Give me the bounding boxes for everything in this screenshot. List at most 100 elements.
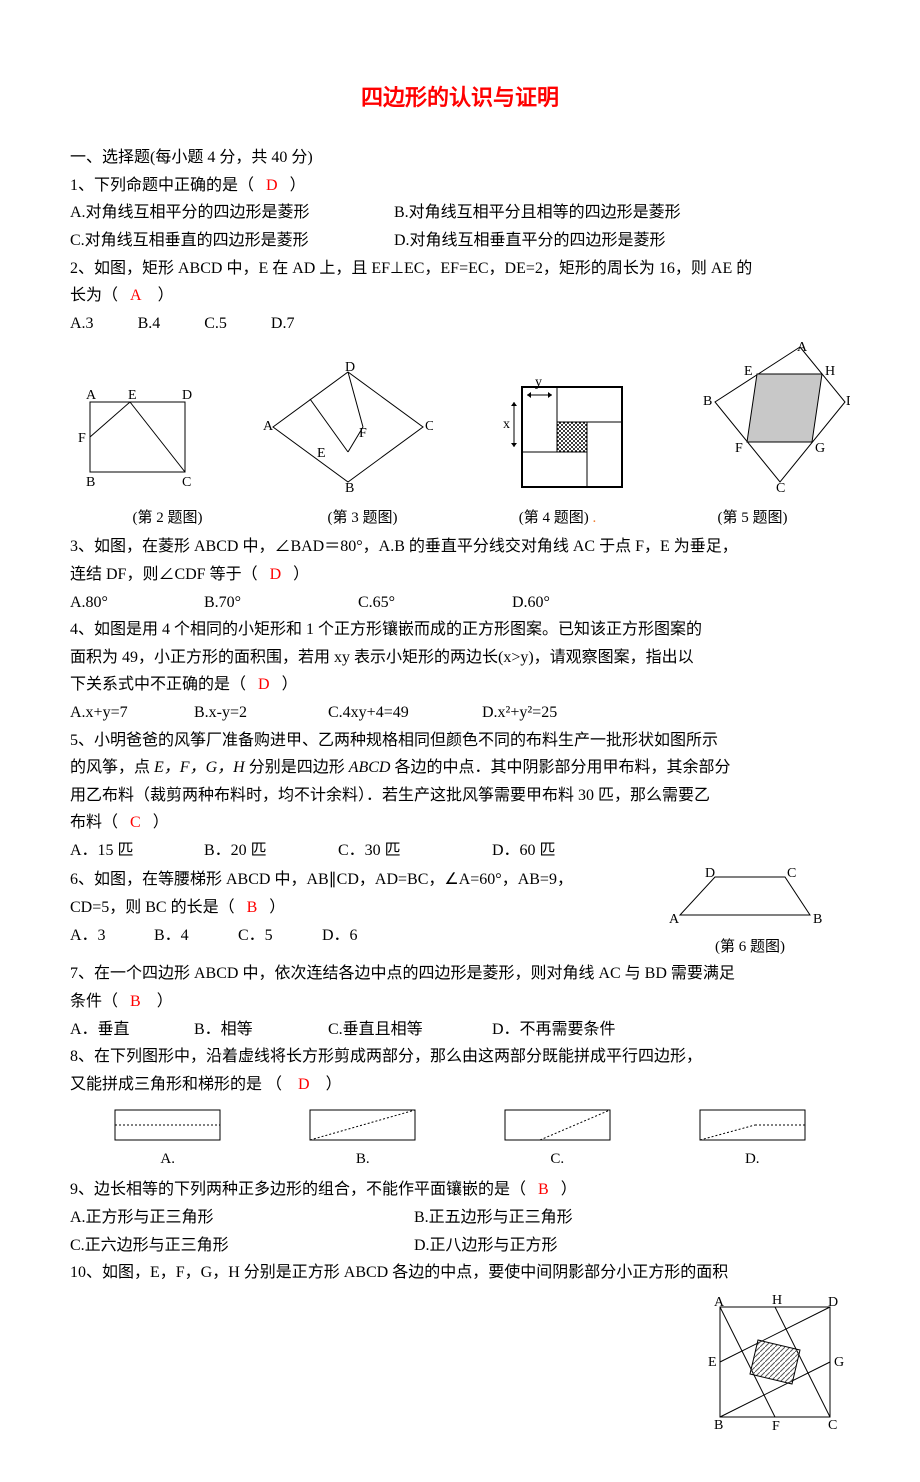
q5-l2c: 各边的中点．其中阴影部分用甲布料，其余部分 bbox=[390, 759, 730, 776]
q4-line3: 下关系式中不正确的是（ D ） bbox=[70, 672, 850, 698]
fig6: AB CD (第 6 题图) bbox=[650, 865, 850, 959]
svg-text:C: C bbox=[425, 419, 433, 434]
q2-answer: A bbox=[130, 287, 142, 304]
q6-B: B．4 bbox=[154, 923, 234, 949]
svg-text:B: B bbox=[345, 481, 354, 492]
svg-text:H: H bbox=[825, 364, 835, 379]
q1-optsCD: C.对角线互相垂直的四边形是菱形 D.对角线互相垂直平分的四边形是菱形 bbox=[70, 228, 850, 254]
svg-text:y: y bbox=[535, 375, 542, 390]
q3-B: B.70° bbox=[204, 590, 354, 616]
q3-line1: 3、如图，在菱形 ABCD 中，∠BAD＝80°，A.B 的垂直平分线交对角线 … bbox=[70, 534, 850, 560]
q5-i1: E，F，G，H bbox=[154, 759, 245, 776]
q1-A: A.对角线互相平分的四边形是菱形 bbox=[70, 200, 390, 226]
fig10: AHD EG BFC bbox=[700, 1292, 850, 1432]
q7-D: D．不再需要条件 bbox=[492, 1021, 616, 1038]
q7-line2: 条件（ B ） bbox=[70, 989, 850, 1015]
q2-C: C.5 bbox=[204, 315, 227, 332]
q6-answer: B bbox=[247, 899, 258, 916]
q6-line2: CD=5，则 BC 的长是（ B ） bbox=[70, 895, 650, 921]
q5-A: A．15 匹 bbox=[70, 838, 200, 864]
q3-A: A.80° bbox=[70, 590, 200, 616]
fig-captions: (第 2 题图) (第 3 题图) (第 4 题图) . (第 5 题图) bbox=[70, 506, 850, 530]
svg-text:A: A bbox=[263, 419, 274, 434]
q5-line4: 布料（ C ） bbox=[70, 810, 850, 836]
q4-line1: 4、如图是用 4 个相同的小矩形和 1 个正方形镶嵌而成的正方形图案。已知该正方… bbox=[70, 617, 850, 643]
q8-l2a: 又能拼成三角形和梯形的是 （ bbox=[70, 1076, 282, 1093]
q8-labels: A. B. C. D. bbox=[70, 1147, 850, 1171]
fig4: y x bbox=[497, 372, 637, 500]
q4-l3a: 下关系式中不正确的是（ bbox=[70, 676, 246, 693]
q6-line1: 6、如图，在等腰梯形 ABCD 中，AB∥CD，AD=BC，∠A=60°，AB=… bbox=[70, 867, 650, 893]
q1-stem: 1、下列命题中正确的是（ D ） bbox=[70, 173, 850, 199]
cap3: (第 3 题图) bbox=[265, 506, 460, 530]
figure-row: AED F BC D AC B E F bbox=[70, 342, 850, 500]
q9-text: 9、边长相等的下列两种正多边形的组合，不能作平面镶嵌的是（ bbox=[70, 1181, 526, 1198]
q2-line2: 长为（ A ） bbox=[70, 283, 850, 309]
fig2: AED F BC bbox=[70, 382, 200, 500]
q6-l2a: CD=5，则 BC 的长是（ bbox=[70, 899, 235, 916]
q8-figB bbox=[305, 1105, 420, 1145]
q8-figA bbox=[110, 1105, 225, 1145]
fig10-wrap: AHD EG BFC bbox=[70, 1292, 850, 1432]
svg-text:B: B bbox=[714, 1418, 723, 1432]
q2-l2b: ） bbox=[158, 287, 174, 304]
fig3: D AC B E F bbox=[263, 362, 433, 500]
q8-line2: 又能拼成三角形和梯形的是 （ D ） bbox=[70, 1072, 850, 1098]
q1-B: B.对角线互相平分且相等的四边形是菱形 bbox=[394, 204, 681, 221]
q7-line1: 7、在一个四边形 ABCD 中，依次连结各边中点的四边形是菱形，则对角线 AC … bbox=[70, 961, 850, 987]
svg-text:A: A bbox=[797, 342, 808, 355]
fig5: A EH BD FG C bbox=[700, 342, 850, 500]
svg-text:A: A bbox=[669, 912, 680, 927]
svg-text:B: B bbox=[703, 394, 712, 409]
q8-line1: 8、在下列图形中，沿着虚线将长方形剪成两部分，那么由这两部分既能拼成平行四边形， bbox=[70, 1044, 850, 1070]
q5-answer: C bbox=[130, 814, 141, 831]
q5-C: C．30 匹 bbox=[338, 838, 488, 864]
q1-C: C.对角线互相垂直的四边形是菱形 bbox=[70, 228, 390, 254]
svg-text:C: C bbox=[776, 481, 785, 492]
q8-figs bbox=[70, 1105, 850, 1145]
q5-line1: 5、小明爸爸的风筝厂准备购进甲、乙两种规格相同但颜色不同的布料生产一批形状如图所… bbox=[70, 728, 850, 754]
q7-l2b: ） bbox=[157, 993, 173, 1010]
cap5: (第 5 题图) bbox=[655, 506, 850, 530]
q3-l2b: ） bbox=[293, 566, 309, 583]
q7-l2a: 条件（ bbox=[70, 993, 118, 1010]
svg-text:H: H bbox=[772, 1293, 782, 1308]
q7-opts: A．垂直 B．相等 C.垂直且相等 D．不再需要条件 bbox=[70, 1017, 850, 1043]
q9-C: C.正六边形与正三角形 bbox=[70, 1233, 410, 1259]
q9-optsCD: C.正六边形与正三角形 D.正八边形与正方形 bbox=[70, 1233, 850, 1259]
q4-opts: A.x+y=7 B.x-y=2 C.4xy+4=49 D.x²+y²=25 bbox=[70, 700, 850, 726]
page-title: 四边形的认识与证明 bbox=[70, 80, 850, 115]
q6-l2b: ） bbox=[269, 899, 285, 916]
q5-l2b: 分别是四边形 bbox=[245, 759, 349, 776]
svg-text:E: E bbox=[708, 1355, 717, 1370]
svg-text:G: G bbox=[815, 441, 825, 456]
q5-l4a: 布料（ bbox=[70, 814, 118, 831]
q2-B: B.4 bbox=[138, 315, 161, 332]
q9-paren: ） bbox=[561, 1181, 577, 1198]
svg-text:E: E bbox=[128, 388, 137, 403]
q4-line2: 面积为 49，小正方形的面积围，若用 xy 表示小矩形的两边长(x>y)，请观察… bbox=[70, 645, 850, 671]
q7-answer: B bbox=[130, 993, 141, 1010]
svg-text:E: E bbox=[744, 364, 753, 379]
q5-opts: A．15 匹 B．20 匹 C．30 匹 D．60 匹 bbox=[70, 838, 850, 864]
svg-text:D: D bbox=[705, 866, 715, 881]
q2-line1: 2、如图，矩形 ABCD 中，E 在 AD 上，且 EF⊥EC，EF=EC，DE… bbox=[70, 256, 850, 282]
q7-A: A．垂直 bbox=[70, 1017, 190, 1043]
q7-B: B．相等 bbox=[194, 1017, 324, 1043]
svg-text:F: F bbox=[359, 426, 367, 441]
q6-A: A．3 bbox=[70, 923, 150, 949]
q9-stem: 9、边长相等的下列两种正多边形的组合，不能作平面镶嵌的是（ B ） bbox=[70, 1177, 850, 1203]
q8-lD: D. bbox=[745, 1147, 760, 1171]
q3-opts: A.80° B.70° C.65° D.60° bbox=[70, 590, 850, 616]
svg-text:B: B bbox=[813, 912, 822, 927]
section-header: 一、选择题(每小题 4 分，共 40 分) bbox=[70, 145, 850, 171]
svg-text:F: F bbox=[772, 1419, 780, 1432]
q6-block: 6、如图，在等腰梯形 ABCD 中，AB∥CD，AD=BC，∠A=60°，AB=… bbox=[70, 865, 850, 959]
q1-answer: D bbox=[266, 177, 278, 194]
q1-optsAB: A.对角线互相平分的四边形是菱形 B.对角线互相平分且相等的四边形是菱形 bbox=[70, 200, 850, 226]
q1-D: D.对角线互相垂直平分的四边形是菱形 bbox=[394, 232, 666, 249]
svg-text:G: G bbox=[834, 1355, 844, 1370]
q5-line3: 用乙布料（裁剪两种布料时，均不计余料）．若生产这批风筝需要甲布料 30 匹，那么… bbox=[70, 783, 850, 809]
fig6-cap: (第 6 题图) bbox=[650, 935, 850, 959]
svg-text:E: E bbox=[317, 446, 326, 461]
